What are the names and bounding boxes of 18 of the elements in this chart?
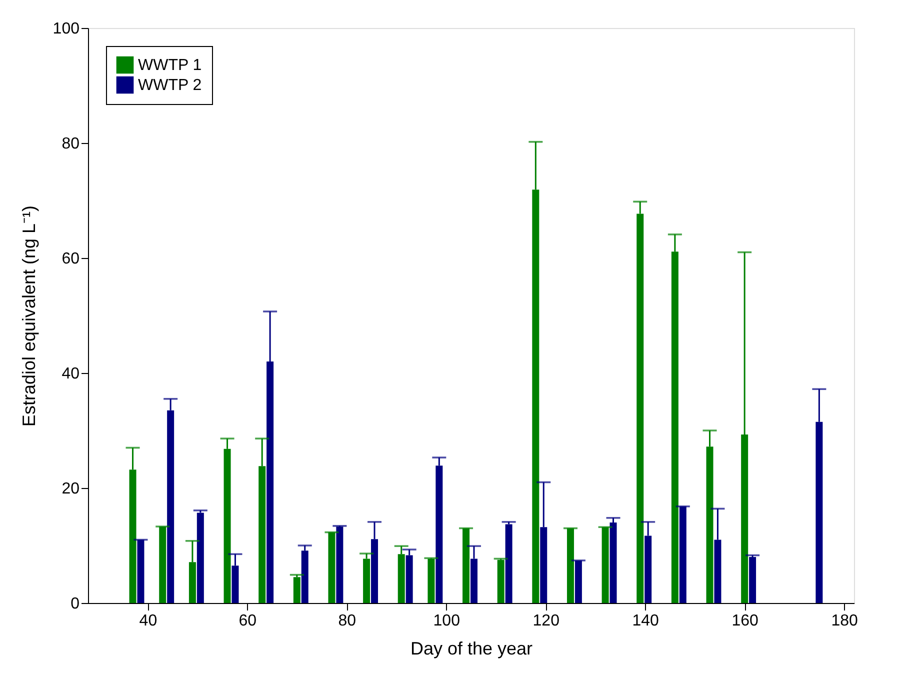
legend-label: WWTP 1	[138, 57, 202, 74]
y-tick-label: 40	[62, 366, 80, 382]
y-tick-label: 60	[62, 250, 80, 268]
x-tick-label: 60	[238, 612, 257, 630]
x-tick-label: 80	[338, 612, 356, 630]
x-tick-label: 120	[532, 612, 560, 630]
x-tick-label: 100	[433, 612, 460, 630]
x-tick-label: 40	[139, 612, 158, 630]
y-axis-title: Estradiol equivalent (ng L⁻¹)	[18, 205, 39, 427]
x-tick-label: 160	[732, 612, 759, 630]
legend-label: WWTP 2	[138, 77, 202, 94]
y-tick-label: 100	[52, 20, 80, 38]
y-tick-label: 20	[62, 480, 80, 498]
x-tick-label: 140	[632, 612, 660, 630]
x-tick-label: 180	[831, 612, 858, 630]
y-tick-label: 0	[70, 596, 80, 612]
y-tick-label: 80	[62, 136, 80, 152]
x-axis-title: Day of the year	[410, 638, 533, 658]
